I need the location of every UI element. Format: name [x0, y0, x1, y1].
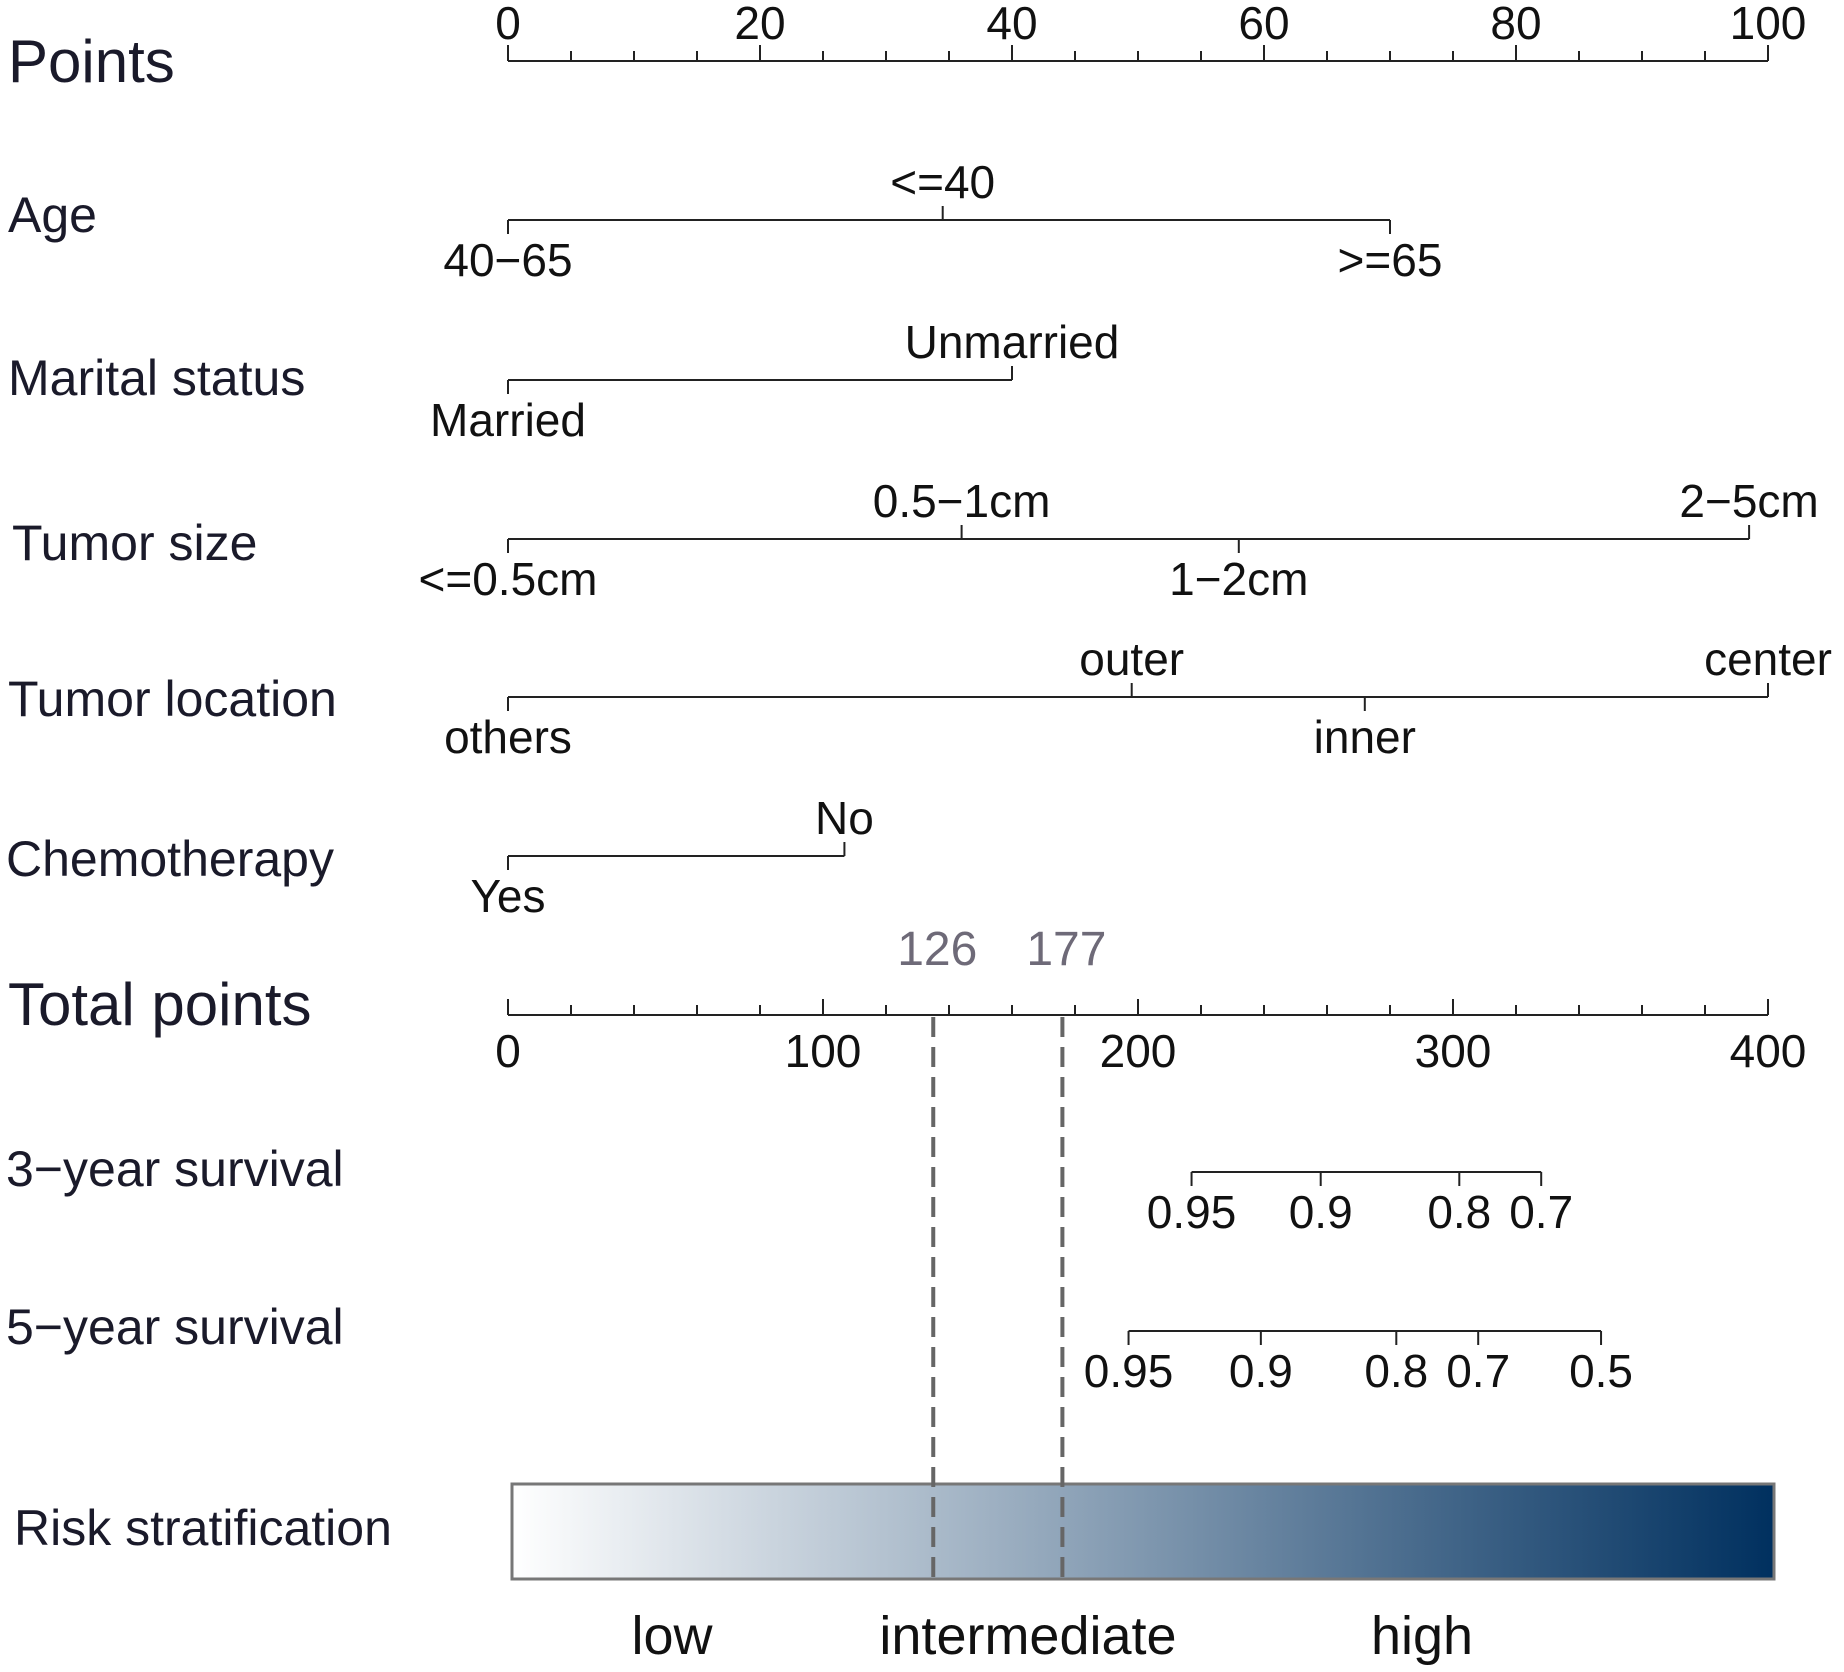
survival-tick-label: 0.7 [1509, 1186, 1573, 1238]
level-label: inner [1314, 711, 1416, 763]
marital-status-scale: Married Unmarried [430, 316, 1119, 446]
risk-group-low: low [631, 1606, 713, 1666]
row-tumor-size: Tumor size <=0.5cm 0.5−1cm 1−2cm 2−5cm [12, 475, 1819, 605]
cutoff-label: 177 [1026, 923, 1106, 976]
chemotherapy-label: Chemotherapy [6, 831, 334, 887]
risk-stratification-label: Risk stratification [14, 1500, 392, 1556]
points-axis-tick-label: 20 [734, 0, 785, 49]
level-label: Married [430, 394, 586, 446]
3-year-survival-scale: 0.95 0.9 0.8 0.7 [1147, 1171, 1573, 1238]
level-label: >=65 [1338, 234, 1443, 286]
points-axis-tick-label: 40 [986, 0, 1037, 49]
level-label: Yes [470, 870, 545, 922]
survival-tick-label: 0.5 [1569, 1345, 1633, 1397]
level-label: 1−2cm [1169, 553, 1308, 605]
row-5-year-survival: 5−year survival 0.95 0.9 0.8 0.7 0.5 [6, 1299, 1633, 1397]
row-tumor-location: Tumor location others outer inner center [8, 633, 1832, 763]
level-label: 40−65 [443, 234, 572, 286]
level-label: No [815, 792, 874, 844]
tumor-size-scale: <=0.5cm 0.5−1cm 1−2cm 2−5cm [419, 475, 1819, 605]
total-axis-tick-label: 200 [1100, 1025, 1177, 1077]
row-3-year-survival: 3−year survival 0.95 0.9 0.8 0.7 [6, 1141, 1573, 1238]
cutoff-label: 126 [897, 923, 977, 976]
3-year-survival-label: 3−year survival [6, 1141, 344, 1197]
cutoff-lines: 126 177 [897, 923, 1106, 1578]
risk-group-high: high [1371, 1606, 1473, 1666]
survival-tick-label: 0.9 [1229, 1345, 1293, 1397]
total-points-axis: Total points 0 100 200 300 400 [8, 971, 1806, 1077]
level-label: others [444, 711, 572, 763]
5-year-survival-scale: 0.95 0.9 0.8 0.7 0.5 [1084, 1330, 1633, 1397]
level-label: outer [1079, 633, 1184, 685]
level-label: <=40 [890, 156, 995, 208]
level-label: 2−5cm [1679, 475, 1818, 527]
survival-tick-label: 0.95 [1147, 1186, 1237, 1238]
level-label: Unmarried [905, 316, 1120, 368]
tumor-location-label: Tumor location [8, 671, 337, 727]
age-label: Age [8, 187, 97, 243]
level-label: 0.5−1cm [873, 475, 1051, 527]
chemotherapy-scale: Yes No [470, 792, 873, 922]
points-axis-marks: 0 20 40 60 80 100 [495, 0, 1807, 62]
total-points-axis-marks: 0 100 200 300 400 [495, 999, 1806, 1077]
row-risk-stratification: Risk stratification low intermediate hig… [14, 1482, 1776, 1666]
age-scale: 40−65 <=40 >=65 [443, 156, 1442, 286]
points-axis-tick-label: 60 [1238, 0, 1289, 49]
total-axis-tick-label: 100 [785, 1025, 862, 1077]
total-axis-tick-label: 0 [495, 1025, 521, 1077]
risk-gradient-bar [510, 1482, 1776, 1581]
row-chemotherapy: Chemotherapy Yes No [6, 792, 874, 922]
points-axis-tick-label: 100 [1730, 0, 1807, 49]
total-axis-tick-label: 400 [1730, 1025, 1807, 1077]
risk-group-intermediate: intermediate [879, 1606, 1176, 1666]
survival-tick-label: 0.7 [1446, 1345, 1510, 1397]
row-age: Age 40−65 <=40 >=65 [8, 156, 1442, 286]
tumor-location-scale: others outer inner center [444, 633, 1832, 763]
survival-tick-label: 0.8 [1427, 1186, 1491, 1238]
row-marital-status: Marital status Married Unmarried [8, 316, 1119, 446]
5-year-survival-label: 5−year survival [6, 1299, 344, 1355]
marital-status-label: Marital status [8, 350, 305, 406]
points-axis-tick-label: 0 [495, 0, 521, 49]
points-axis: Points 0 20 40 60 80 100 [8, 0, 1806, 95]
survival-tick-label: 0.95 [1084, 1345, 1174, 1397]
level-label: <=0.5cm [419, 553, 598, 605]
survival-tick-label: 0.9 [1289, 1186, 1353, 1238]
points-axis-label: Points [8, 28, 175, 95]
total-points-axis-label: Total points [8, 971, 312, 1038]
points-axis-tick-label: 80 [1490, 0, 1541, 49]
tumor-size-label: Tumor size [12, 515, 257, 571]
level-label: center [1704, 633, 1832, 685]
survival-tick-label: 0.8 [1364, 1345, 1428, 1397]
total-axis-tick-label: 300 [1415, 1025, 1492, 1077]
